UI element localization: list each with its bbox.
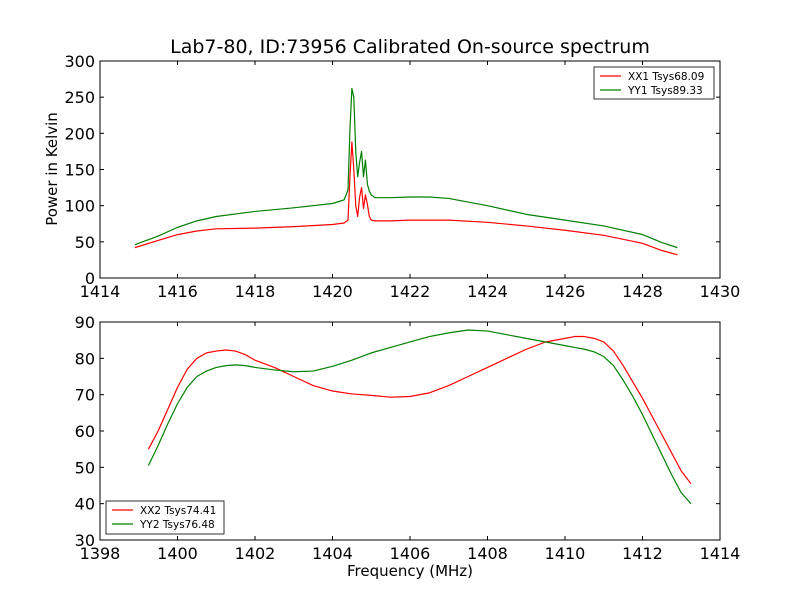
series-line-2 xyxy=(147,329,692,505)
legend-entry-2: YY2 Tsys76.48 xyxy=(139,519,215,531)
series-line-2 xyxy=(134,87,678,249)
legend-entry-2: YY1 Tsys89.33 xyxy=(627,85,703,97)
legend-frame xyxy=(593,66,715,100)
x-tick-label: 1402 xyxy=(235,544,276,563)
y-tick-label: 70 xyxy=(75,386,95,405)
x-tick-label: 1416 xyxy=(157,282,198,301)
x-tick-label: 1414 xyxy=(700,544,741,563)
x-tick-label: 1398 xyxy=(80,544,121,563)
x-tick-label: 1410 xyxy=(545,544,586,563)
x-tick-label: 1420 xyxy=(312,282,353,301)
x-axis-label: Frequency (MHz) xyxy=(347,562,473,580)
x-tick-label: 1430 xyxy=(700,282,741,301)
y-tick-label: 50 xyxy=(75,458,95,477)
series-line-1 xyxy=(147,335,692,485)
legend-entry-1: XX1 Tsys68.09 xyxy=(628,71,704,83)
y-tick-label: 150 xyxy=(64,161,95,180)
y-tick-label: 250 xyxy=(64,88,95,107)
bottom-panel: 1398 1400 1402 1404 1406 1408 1410 1412 1414 30 40… xyxy=(75,313,741,563)
x-tick-label: 1414 xyxy=(80,282,121,301)
x-tick-label: 1400 xyxy=(157,544,198,563)
y-tick-label: 40 xyxy=(75,495,95,514)
y-tick-label: 30 xyxy=(75,531,95,550)
y-tick-label: 300 xyxy=(64,52,95,71)
x-tick-label: 1428 xyxy=(622,282,663,301)
y-tick-label: 80 xyxy=(75,349,95,368)
x-tick-label: 1408 xyxy=(467,544,508,563)
x-tick-label: 1418 xyxy=(235,282,276,301)
y-tick-label: 90 xyxy=(75,313,95,332)
x-tick-label: 1404 xyxy=(312,544,353,563)
y-tick-label: 0 xyxy=(85,269,95,288)
x-tick-label: 1422 xyxy=(390,282,431,301)
y-axis-label: Power in Kelvin xyxy=(43,112,61,226)
y-tick-label: 100 xyxy=(64,197,95,216)
x-tick-label: 1424 xyxy=(467,282,508,301)
y-tick-label: 50 xyxy=(75,233,95,252)
y-tick-label: 200 xyxy=(64,124,95,143)
series-line-1 xyxy=(134,141,678,256)
legend: XX1 Tsys68.09 YY1 Tsys89.33 xyxy=(593,66,715,100)
x-tick-label: 1412 xyxy=(622,544,663,563)
x-tick-label: 1406 xyxy=(390,544,431,563)
top-panel: 1414 1416 1418 1420 1422 1424 1426 1428 1430 0 50 1… xyxy=(64,52,740,301)
legend-frame xyxy=(105,500,225,535)
chart-title: Lab7-80, ID:73956 Calibrated On-source s… xyxy=(170,36,650,58)
legend-entry-1: XX2 Tsys74.41 xyxy=(140,505,216,517)
y-tick-label: 60 xyxy=(75,422,95,441)
x-tick-label: 1426 xyxy=(545,282,586,301)
legend: XX2 Tsys74.41 YY2 Tsys76.48 xyxy=(105,500,225,535)
